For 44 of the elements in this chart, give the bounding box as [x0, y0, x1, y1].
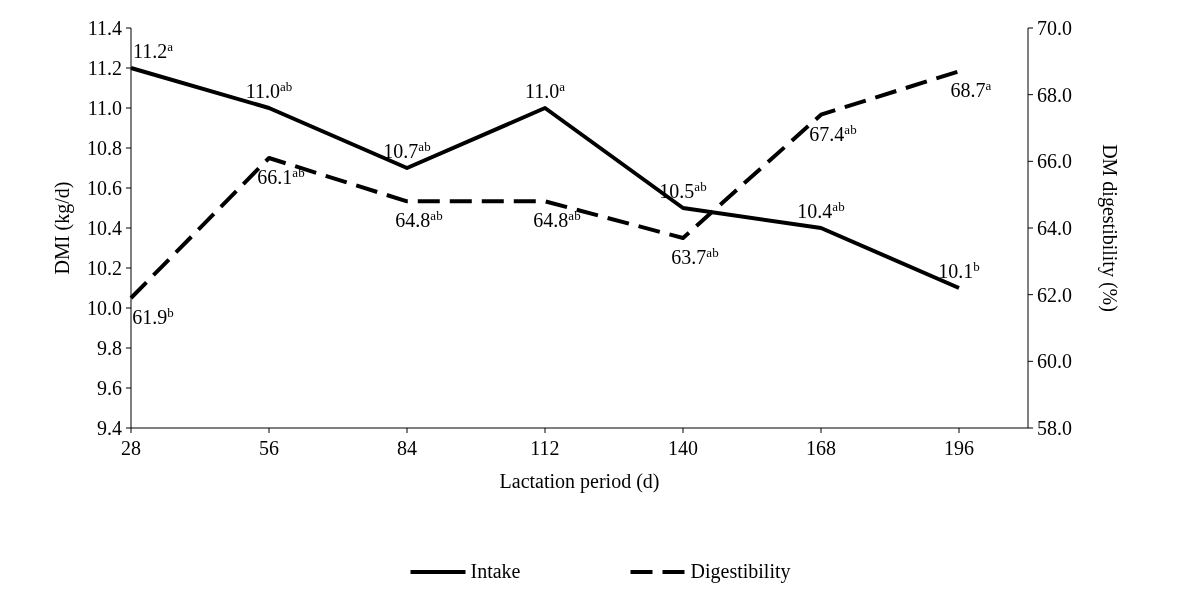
y-tick-label: 11.0 — [87, 97, 122, 119]
legend-label: Digestibility — [690, 560, 791, 583]
data-label: 10.4$^{ab}$ — [797, 198, 845, 222]
y-tick-label: 10.4 — [87, 217, 122, 239]
y-tick-label: 10.6 — [87, 177, 122, 199]
y-tick-label: 11.2 — [87, 57, 122, 79]
x-tick-label: 84 — [397, 437, 417, 459]
legend-label: Intake — [470, 560, 521, 582]
data-label: 11.0$^{a}$ — [524, 78, 566, 102]
y2-tick-label: 66.0 — [1037, 150, 1072, 173]
x-tick-label: 112 — [530, 437, 560, 459]
data-label: 11.2$^{a}$ — [132, 38, 174, 62]
y-tick-label: 11.4 — [87, 17, 122, 39]
data-label: 10.5$^{ab}$ — [659, 178, 707, 202]
y-tick-label: 9.4 — [97, 417, 122, 439]
data-label: 67.4$^{ab}$ — [809, 121, 857, 145]
y-tick-label: 9.6 — [97, 377, 122, 399]
y-tick-label: 10.2 — [87, 257, 122, 279]
data-label: 11.0$^{ab}$ — [245, 78, 293, 102]
y2-tick-label: 70.0 — [1037, 17, 1072, 39]
y-tick-label: 10.8 — [87, 137, 122, 159]
y-tick-label: 10.0 — [87, 297, 122, 319]
x-tick-label: 28 — [121, 437, 141, 459]
y2-tick-label: 64.0 — [1037, 217, 1072, 239]
data-label: 64.8$^{ab}$ — [533, 207, 581, 232]
data-label: 64.8$^{ab}$ — [395, 207, 443, 232]
data-label: 61.9$^{b}$ — [132, 304, 174, 328]
data-label: 10.1$^{b}$ — [938, 258, 980, 282]
y2-axis-title: DM digestibility (%) — [1098, 144, 1121, 312]
data-label: 63.7$^{ab}$ — [671, 244, 719, 268]
y2-tick-label: 60.0 — [1037, 350, 1072, 373]
y-tick-label: 9.8 — [97, 337, 122, 359]
x-tick-label: 56 — [259, 437, 279, 459]
y2-tick-label: 62.0 — [1037, 283, 1072, 306]
x-tick-label: 168 — [806, 437, 836, 459]
y2-tick-label: 58.0 — [1037, 417, 1072, 439]
x-tick-label: 196 — [944, 437, 974, 459]
y2-tick-label: 68.0 — [1037, 83, 1072, 106]
x-tick-label: 140 — [668, 437, 698, 459]
data-label: 10.7$^{ab}$ — [383, 138, 431, 162]
data-label: 66.1$^{ab}$ — [257, 164, 305, 188]
x-axis-title: Lactation period (d) — [499, 470, 660, 493]
data-label: 68.7$^{a}$ — [950, 77, 992, 102]
y-axis-title: DMI (kg/d) — [51, 181, 74, 275]
